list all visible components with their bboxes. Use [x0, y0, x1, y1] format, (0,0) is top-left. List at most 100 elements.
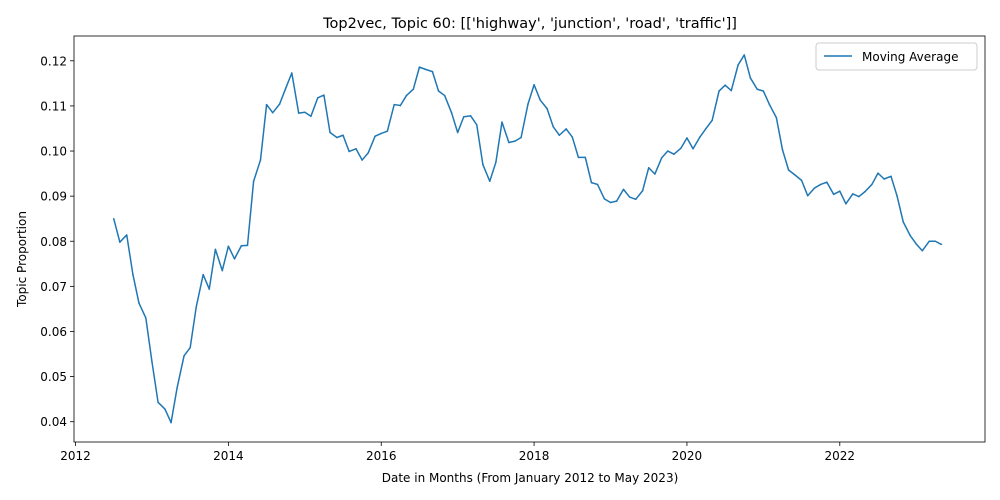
data-point [367, 152, 369, 154]
data-point [928, 240, 930, 243]
data-point [787, 169, 790, 171]
data-point [476, 124, 478, 126]
data-point [317, 97, 319, 99]
data-point [800, 179, 803, 182]
data-point [781, 148, 784, 151]
data-point [647, 166, 650, 169]
data-point [692, 148, 694, 150]
data-point [909, 234, 911, 237]
data-point [686, 137, 688, 139]
data-point [839, 190, 841, 192]
data-point [456, 131, 459, 134]
data-point [558, 134, 561, 136]
data-point [864, 190, 866, 193]
data-point [565, 128, 567, 130]
data-point [125, 234, 128, 236]
data-point [482, 163, 484, 166]
data-point [386, 130, 389, 132]
data-point [826, 181, 828, 183]
data-point [195, 305, 198, 308]
data-point [202, 273, 204, 276]
data-point [546, 107, 548, 110]
data-point [138, 302, 140, 304]
data-point [724, 84, 726, 86]
data-point [921, 249, 924, 252]
data-point [634, 198, 637, 201]
data-point [845, 203, 847, 205]
data-point [495, 161, 497, 164]
data-point [189, 346, 191, 349]
data-point [737, 64, 739, 66]
data-point [405, 94, 408, 97]
data-point [310, 115, 312, 118]
data-point [119, 241, 121, 243]
x-axis-ticks: 2012 2014 2016 2018 2020 2022 [60, 442, 855, 463]
data-point [571, 136, 574, 138]
data-point [628, 196, 631, 198]
data-point [418, 66, 421, 68]
y-tick-label: 0.08 [40, 235, 67, 249]
x-axis-title: Date in Months (From January 2012 to May… [382, 471, 679, 485]
data-point [699, 136, 701, 138]
data-point [813, 187, 816, 189]
data-point [233, 258, 236, 260]
data-point [877, 172, 879, 174]
data-point [762, 90, 765, 92]
data-point [443, 94, 446, 97]
data-point [170, 421, 172, 424]
data-point [520, 136, 522, 139]
x-tick-label: 2020 [672, 449, 703, 463]
legend-label: Moving Average [862, 50, 958, 64]
data-point [469, 115, 472, 117]
data-point [463, 116, 465, 118]
data-point [940, 243, 943, 246]
data-point [552, 125, 554, 128]
data-point [221, 269, 224, 272]
data-point [609, 201, 612, 204]
data-point [259, 159, 262, 161]
data-point [450, 111, 453, 114]
data-point [380, 132, 382, 135]
data-point [514, 140, 516, 142]
data-point [673, 153, 675, 155]
data-point [622, 188, 625, 191]
data-point [157, 401, 159, 404]
data-point [596, 183, 599, 186]
data-point [711, 119, 713, 122]
data-point [654, 173, 656, 175]
data-point [132, 273, 134, 275]
data-point [915, 243, 917, 245]
data-point [756, 88, 758, 90]
data-point [183, 355, 185, 357]
data-point [508, 141, 510, 144]
data-point [852, 193, 854, 195]
y-axis-ticks: 0.04 0.05 0.06 0.07 0.08 0.09 0.10 0.11 0.12 [40, 54, 74, 429]
x-tick-label: 2022 [825, 449, 856, 463]
data-point [667, 150, 669, 152]
data-point [858, 195, 860, 198]
data-point [749, 77, 752, 79]
axes-frame [73, 35, 986, 443]
y-tick-label: 0.09 [40, 190, 67, 204]
data-point [832, 193, 835, 196]
data-point [819, 183, 822, 186]
x-tick-label: 2018 [519, 449, 550, 463]
plot-area [112, 54, 943, 424]
data-point [871, 183, 873, 186]
legend: Moving Average [815, 42, 978, 71]
data-point [584, 156, 587, 159]
data-point [680, 147, 682, 150]
data-point [603, 198, 606, 200]
data-point [806, 194, 809, 197]
data-point [284, 87, 287, 90]
data-point [240, 245, 243, 247]
data-point [615, 200, 618, 202]
data-point [489, 180, 491, 183]
y-tick-label: 0.05 [40, 370, 67, 384]
data-point [794, 174, 797, 177]
data-point [902, 221, 904, 223]
data-point [743, 54, 746, 56]
data-point [501, 121, 503, 123]
data-point [883, 178, 885, 180]
